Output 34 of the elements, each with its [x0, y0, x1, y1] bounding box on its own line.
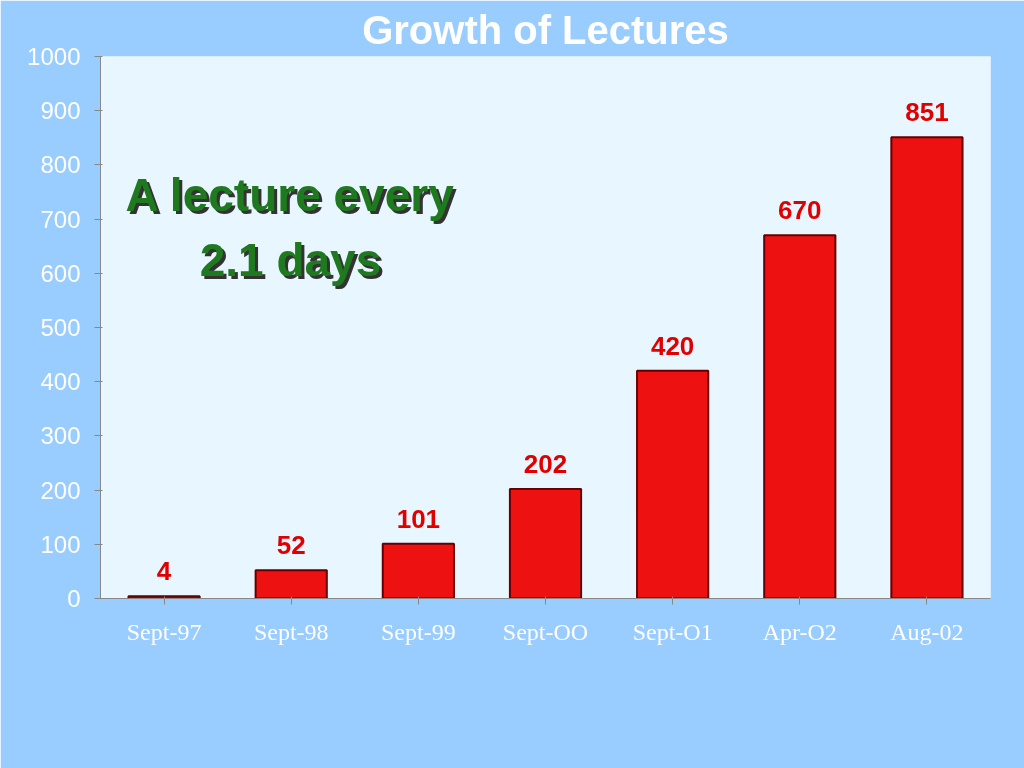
- y-tick-label: 1000: [27, 43, 81, 70]
- bar: [254, 569, 328, 599]
- x-tick-label: Sept-98: [253, 618, 329, 645]
- y-tick-label: 800: [40, 151, 81, 179]
- y-tick-label: 200: [40, 476, 81, 504]
- chart-title: Growth of Lectures: [362, 7, 729, 52]
- y-tick-label: 700: [40, 205, 81, 233]
- bar: [127, 595, 201, 599]
- x-tick-label: Apr-O2: [762, 618, 837, 645]
- data-label: 670: [778, 195, 822, 226]
- bar: [636, 369, 710, 599]
- data-label: 202: [523, 449, 568, 480]
- x-tick-label: Sept-O1: [632, 618, 713, 645]
- data-label: 101: [396, 503, 441, 534]
- y-tick-label: 300: [40, 422, 81, 450]
- bar: [508, 488, 583, 599]
- y-tick-label: 100: [40, 530, 81, 558]
- annotation: A lecture every 2.1 days: [128, 171, 458, 289]
- x-tick-label: Sept-OO: [502, 618, 589, 645]
- bar: [890, 136, 964, 599]
- x-tick-label: Aug-02: [890, 618, 964, 645]
- data-label: 52: [276, 530, 306, 561]
- data-label: 420: [650, 330, 695, 361]
- y-tick-label: 500: [40, 314, 81, 341]
- y-tick-label: 900: [40, 97, 81, 125]
- x-tick-label: Sept-97: [126, 618, 202, 645]
- y-tick-label: 600: [40, 259, 81, 287]
- y-tick-label: 0: [67, 585, 81, 612]
- data-label: 851: [905, 97, 949, 128]
- bar: [381, 542, 455, 599]
- data-label: 4: [156, 556, 172, 587]
- y-tick-label: 400: [40, 368, 81, 396]
- bar: [763, 234, 837, 599]
- x-tick-label: Sept-99: [381, 618, 456, 645]
